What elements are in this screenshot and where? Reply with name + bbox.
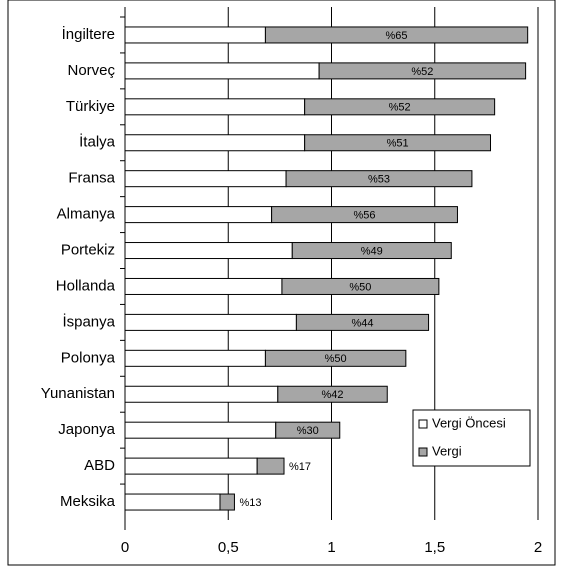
bar-segment (318, 62, 527, 80)
bar-segment (124, 349, 266, 367)
segment-label: %52 (411, 66, 433, 78)
segment-label: %50 (349, 281, 371, 293)
bar-segment (124, 170, 287, 188)
segment-label: %30 (297, 425, 319, 437)
bar-segment (264, 26, 529, 44)
bar-segment (124, 457, 258, 475)
bar-segment (304, 98, 496, 116)
bar-segment (124, 26, 266, 44)
y-tick-label: İspanya (62, 312, 115, 330)
bar-segment (285, 170, 473, 188)
legend-box (412, 409, 531, 467)
bar-segment (271, 206, 458, 224)
bar-segment (124, 277, 283, 295)
y-tick-label: Türkiye (66, 98, 115, 115)
x-tick-label: 1,5 (424, 539, 445, 556)
bar-segment (124, 493, 221, 511)
segment-label: %42 (322, 389, 344, 401)
x-tick-label: 2 (534, 539, 542, 556)
segment-label: %49 (361, 245, 383, 257)
segment-label: %51 (387, 138, 409, 150)
y-tick-label: İtalya (79, 133, 116, 151)
bar-segment (124, 385, 279, 403)
legend-label: Vergi Öncesi (432, 415, 506, 430)
bar-segment (124, 62, 320, 80)
segment-label: %56 (354, 210, 376, 222)
legend-swatch (418, 419, 428, 429)
bar-segment (256, 457, 285, 475)
bar-segment (124, 313, 297, 331)
segment-label: %44 (351, 317, 373, 329)
bar-segment (281, 277, 440, 295)
bar-segment (124, 98, 306, 116)
bar-segment (275, 421, 341, 439)
bar-segment (277, 385, 388, 403)
segment-label: %50 (325, 353, 347, 365)
y-tick-label: Yunanistan (41, 385, 115, 402)
bar-segment (219, 493, 235, 511)
y-tick-label: Hollanda (56, 277, 116, 294)
bar-segment (124, 421, 277, 439)
bar-segment (124, 206, 273, 224)
y-tick-label: Norveç (67, 62, 115, 79)
y-tick-label: Polonya (61, 349, 116, 366)
bar-segment (124, 134, 306, 152)
y-tick-label: Fransa (68, 170, 115, 187)
bar-segment (124, 242, 293, 260)
segment-label: %65 (386, 30, 408, 42)
bar-segment (304, 134, 492, 152)
segment-label: %52 (389, 102, 411, 114)
y-tick-label: Portekiz (61, 242, 115, 259)
bar-segment (264, 349, 407, 367)
y-tick-label: ABD (84, 457, 115, 474)
y-tick-label: Meksika (60, 493, 116, 510)
x-tick-label: 1 (327, 539, 335, 556)
segment-label: %53 (368, 174, 390, 186)
x-tick-label: 0,5 (218, 539, 239, 556)
x-tick-label: 0 (121, 539, 129, 556)
y-tick-label: Japonya (58, 421, 115, 438)
legend-swatch (418, 447, 428, 457)
y-tick-label: İngiltere (62, 25, 115, 43)
segment-label: %17 (289, 461, 311, 473)
segment-label: %13 (239, 497, 261, 509)
bar-segment (291, 242, 452, 260)
bar-segment (295, 313, 430, 331)
y-tick-label: Almanya (57, 206, 116, 223)
legend-label: Vergi (432, 443, 462, 458)
